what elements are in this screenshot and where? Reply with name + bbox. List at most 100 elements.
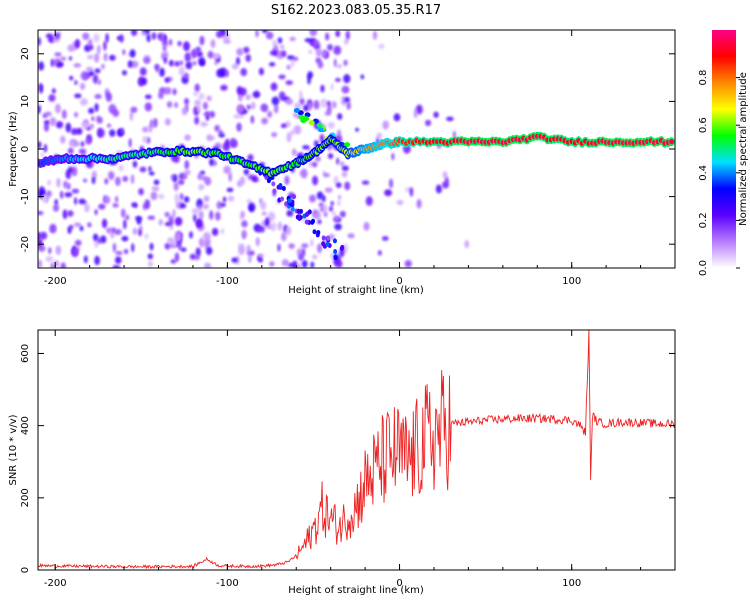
spectrogram-speckle [105, 92, 113, 102]
spectrogram-speckle [344, 96, 351, 103]
spectrogram-heatmap [38, 30, 675, 268]
spectrogram-speckle [343, 59, 348, 66]
spectrogram-speckle [248, 202, 256, 213]
spectrogram-speckle [325, 32, 330, 41]
spectrogram-speckle [236, 57, 241, 65]
spectrogram-speckle [308, 160, 313, 168]
spectrogram-speckle [81, 120, 89, 130]
spectrogram-speckle [61, 109, 67, 120]
spectrogram-speckle [333, 215, 340, 222]
spectrogram-speckle [266, 110, 273, 118]
spectrogram-speckle [105, 33, 109, 43]
spectrogram-speckle [87, 135, 92, 144]
spectrogram-speckle [197, 172, 203, 181]
spectrogram-speckle [73, 111, 79, 118]
spectrogram-speckle [131, 243, 135, 253]
spectrogram-speckle [265, 31, 274, 40]
spectrogram-speckle [329, 205, 333, 212]
spectrogram-speckle [194, 116, 200, 125]
spectrogram-speckle [80, 71, 89, 81]
spectrogram-speckle [72, 247, 79, 256]
spectrogram-speckle [335, 30, 341, 38]
spectrogram-speckle [151, 185, 160, 192]
spectrogram-speckle [38, 245, 46, 252]
spectrogram-speckle [285, 226, 292, 236]
spectrogram-speckle [308, 49, 313, 55]
spectrogram-speckle [376, 132, 383, 140]
spectrogram-speckle [321, 49, 328, 58]
spectrogram-branch [344, 142, 351, 148]
spectrogram-speckle [211, 227, 219, 236]
spectrogram-speckle [266, 225, 272, 230]
spectrogram-speckle [179, 203, 187, 209]
spectrogram-speckle [307, 74, 311, 85]
spectrogram-speckle [197, 204, 202, 211]
spectrogram-streak [325, 241, 330, 247]
spectrogram-speckle [122, 175, 129, 182]
spectrogram-speckle [91, 177, 96, 185]
x-tick-label: -200 [44, 276, 67, 287]
spectrogram-speckle [215, 30, 224, 38]
spectrogram-speckle [101, 218, 108, 229]
spectrogram-speckle [112, 109, 120, 117]
spectrogram-speckle [289, 129, 295, 136]
spectrogram-speckle [74, 239, 82, 247]
spectrogram-streak [278, 183, 283, 189]
spectrogram-speckle [164, 118, 171, 126]
spectrogram-speckle [38, 83, 43, 91]
spectrogram-speckle [404, 260, 412, 268]
x-tick-label: -100 [216, 578, 239, 589]
spectrogram-speckle [38, 231, 42, 242]
spectrogram-speckle [278, 74, 286, 80]
spectrogram-speckle [193, 213, 197, 223]
spectrogram-speckle [216, 68, 224, 78]
spectrogram-speckle [79, 82, 86, 91]
spectrogram-speckle [184, 159, 190, 170]
spectrogram-speckle [261, 117, 269, 125]
spectrogram-speckle [243, 168, 250, 176]
spectrogram-speckle [323, 173, 330, 178]
spectrogram-speckle [40, 231, 48, 240]
spectrogram-speckle [92, 233, 99, 242]
spectrogram-speckle [334, 77, 341, 83]
spectrogram-speckle [183, 41, 190, 52]
spectrogram-speckle [310, 261, 315, 268]
spectrogram-speckle [327, 43, 333, 51]
spectrogram-speckle [303, 104, 310, 112]
spectrogram-speckle [122, 49, 126, 56]
spectrogram-speckle [43, 122, 50, 132]
colorbar-tick-label: 0.2 [698, 212, 709, 228]
spectrogram-speckle [365, 196, 373, 206]
spectrogram-speckle [302, 248, 306, 257]
spectrogram-speckle [53, 260, 60, 268]
spectrogram-speckle [54, 52, 62, 57]
spectrogram-speckle [464, 240, 470, 249]
spectrogram-speckle [285, 98, 294, 105]
spectrogram-speckle [339, 161, 345, 167]
spectrogram-speckle [213, 160, 217, 166]
spectrogram-speckle [381, 236, 389, 241]
spectrogram-speckle [74, 93, 82, 99]
snr-x-ticks: -200 -100 0 100 [44, 330, 676, 589]
spectrogram-speckle [444, 177, 449, 185]
spectrogram-speckle [78, 148, 87, 155]
spectrogram-speckle [336, 157, 340, 165]
spectrogram-speckle [170, 174, 175, 180]
spectrogram-speckle [361, 180, 370, 185]
spectrogram-speckle [50, 58, 55, 67]
spectrogram-speckle [115, 250, 123, 256]
spectrogram-speckle [96, 44, 101, 55]
colorbar-tick-label: 0.8 [698, 70, 709, 86]
spectrogram-speckle [141, 31, 147, 37]
spectrogram-speckle [316, 243, 323, 254]
spectrogram-speckle [277, 37, 283, 44]
spectrogram-speckle [203, 195, 210, 202]
spectrogram-speckle [251, 175, 258, 182]
spectrogram-speckle [148, 171, 155, 176]
spectrogram-streak [339, 245, 344, 251]
spectrogram-speckle [327, 121, 335, 129]
spectrogram-speckle [323, 212, 328, 218]
spectrogram-speckle [73, 197, 78, 205]
spectrogram-speckle [384, 189, 393, 197]
spectrogram-speckle [345, 30, 350, 40]
